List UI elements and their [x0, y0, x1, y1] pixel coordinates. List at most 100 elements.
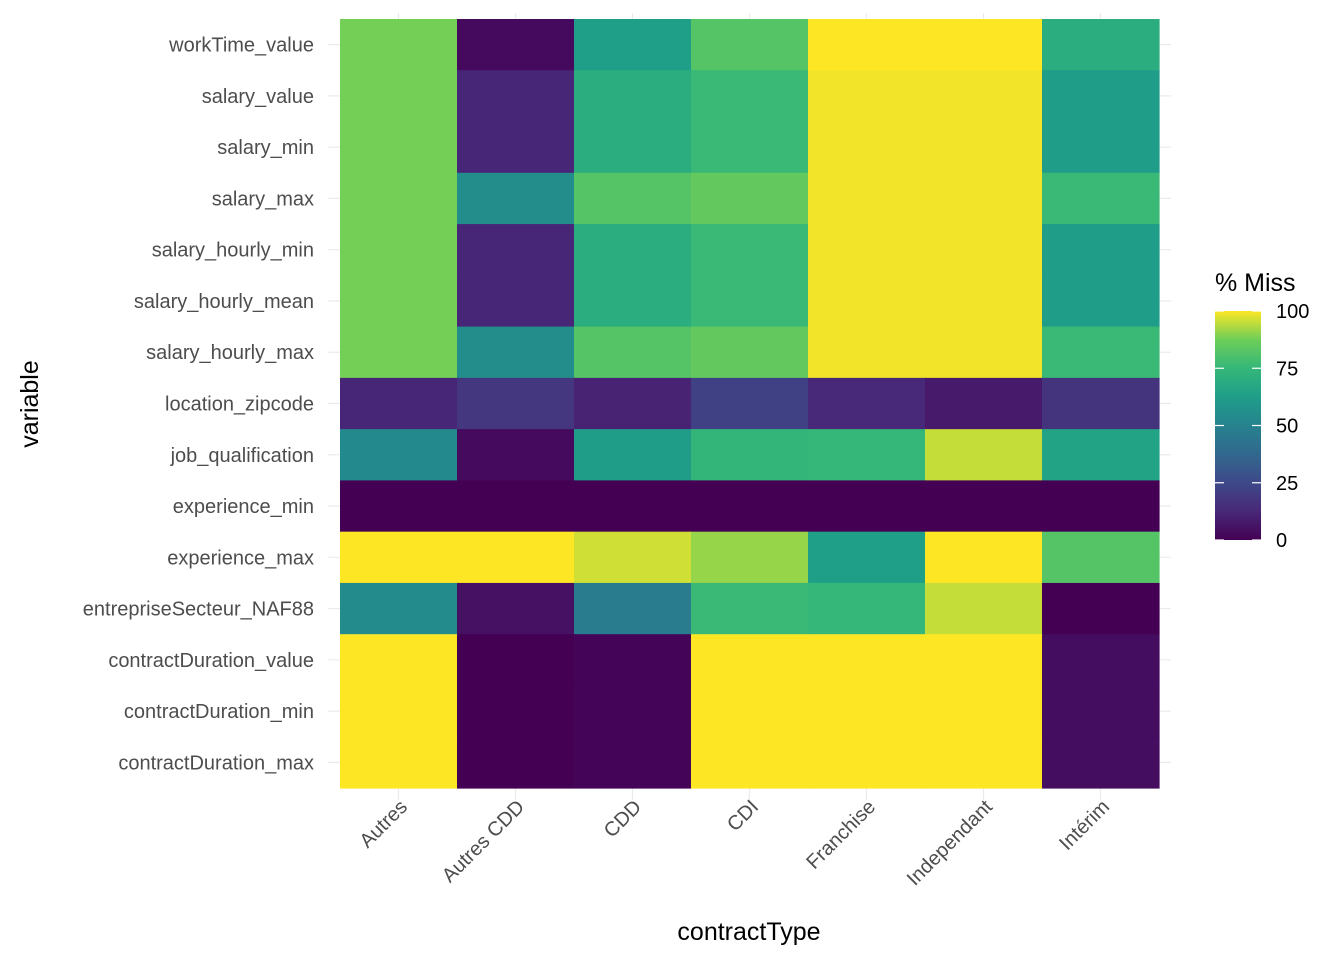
heatmap-cell [925, 275, 1043, 328]
heatmap-cell [574, 172, 692, 225]
heatmap-cell [925, 172, 1043, 225]
heatmap-cell [574, 121, 692, 174]
heatmap-cell [925, 70, 1043, 123]
heatmap-cell [457, 275, 575, 328]
heatmap-cell [925, 582, 1043, 635]
y-tick-label: entrepriseSecteur_NAF88 [83, 599, 314, 621]
y-tick-label: experience_max [167, 547, 314, 569]
heatmap-cell [925, 531, 1043, 584]
heatmap-cell [691, 685, 809, 738]
heatmap-cell [691, 275, 809, 328]
heatmap-cell [340, 531, 458, 584]
heatmap-cell [925, 121, 1043, 174]
heatmap-cell [691, 429, 809, 481]
heatmap-cell [808, 531, 926, 584]
heatmap-cell [340, 224, 458, 276]
heatmap-cell [925, 634, 1043, 687]
heatmap-cell [808, 275, 926, 328]
y-tick-label: contractDuration_min [124, 701, 314, 723]
x-axis-ticks: Autres Autres CDD CDD CDI Franchise Independa… [356, 796, 1114, 891]
heatmap-cell [457, 736, 575, 789]
heatmap-cell [691, 224, 809, 276]
legend-tick-label: 25 [1276, 473, 1298, 495]
heatmap-cell [1042, 224, 1160, 276]
heatmap-cell [340, 685, 458, 738]
heatmap-cell [457, 172, 575, 225]
heatmap-cell [574, 326, 692, 379]
heatmap-cell [925, 377, 1043, 430]
heatmap-cell [1042, 19, 1160, 71]
heatmap-cell [808, 19, 926, 71]
heatmap-cell [808, 736, 926, 789]
heatmap-cell [340, 19, 458, 71]
heatmap-cell [1042, 275, 1160, 328]
heatmap-cell [340, 275, 458, 328]
y-tick-label: salary_value [202, 86, 314, 108]
color-legend: % Miss 0 25 50 75 100 [1215, 269, 1309, 552]
heatmap-cell [340, 736, 458, 789]
heatmap-cell [925, 326, 1043, 379]
heatmap-cell [457, 224, 575, 276]
heatmap-cell [808, 429, 926, 481]
heatmap-cell [457, 19, 575, 71]
heatmap-cell [574, 224, 692, 276]
heatmap-cell [691, 531, 809, 584]
heatmap-cell [1042, 172, 1160, 225]
legend-tick-label: 75 [1276, 358, 1298, 380]
heatmap-cell [691, 326, 809, 379]
y-tick-label: experience_min [173, 496, 314, 518]
heatmap-cell [574, 377, 692, 430]
legend-title: % Miss [1215, 269, 1296, 297]
heatmap-cell [574, 480, 692, 533]
heatmap-cell [691, 377, 809, 430]
y-tick-label: salary_max [212, 188, 314, 210]
heatmap-cell [808, 326, 926, 379]
heatmap-cell [340, 480, 458, 533]
heatmap-cell [457, 429, 575, 481]
heatmap-cell [457, 582, 575, 635]
heatmap-cell [1042, 70, 1160, 123]
heatmap-cell [340, 326, 458, 379]
heatmap-cell [574, 531, 692, 584]
heatmap-cell [1042, 685, 1160, 738]
heatmap-cell [574, 736, 692, 789]
heatmap-cell [691, 19, 809, 71]
legend-tick-label: 0 [1276, 530, 1287, 552]
heatmap-cell [808, 480, 926, 533]
heatmap-cell [1042, 531, 1160, 584]
heatmap-cell [340, 634, 458, 687]
y-axis-ticks: workTime_value salary_value salary_minsala… [83, 35, 314, 775]
heatmap-cell [691, 736, 809, 789]
x-tick-label: Franchise [802, 796, 880, 874]
heatmap-cell [691, 634, 809, 687]
heatmap-cell [691, 480, 809, 533]
heatmap-cell [691, 121, 809, 174]
heatmap-cell [457, 326, 575, 379]
heatmap-cell [340, 121, 458, 174]
heatmap-cell [925, 480, 1043, 533]
heatmap-cell [925, 685, 1043, 738]
heatmap-cell [808, 377, 926, 430]
heatmap-cell [1042, 326, 1160, 379]
heatmap-cell [925, 224, 1043, 276]
heatmap-cell [925, 736, 1043, 789]
heatmap-cell [691, 582, 809, 635]
heatmap-cell [574, 582, 692, 635]
heatmap-cells [340, 19, 1160, 789]
heatmap-cell [925, 429, 1043, 481]
y-tick-label: workTime_value [168, 35, 314, 57]
legend-tick-label: 100 [1276, 301, 1309, 323]
y-tick-label: contractDuration_value [108, 650, 314, 672]
heatmap-cell [808, 70, 926, 123]
heatmap-cell [457, 377, 575, 430]
heatmap-cell [340, 429, 458, 481]
y-tick-label: salary_hourly_max [146, 342, 314, 364]
x-axis-title: contractType [677, 918, 820, 946]
heatmap-cell [340, 70, 458, 123]
heatmap-cell [457, 480, 575, 533]
heatmap-cell [1042, 736, 1160, 789]
heatmap-cell [808, 634, 926, 687]
heatmap-cell [574, 275, 692, 328]
x-tick-label: CDD [600, 796, 646, 842]
